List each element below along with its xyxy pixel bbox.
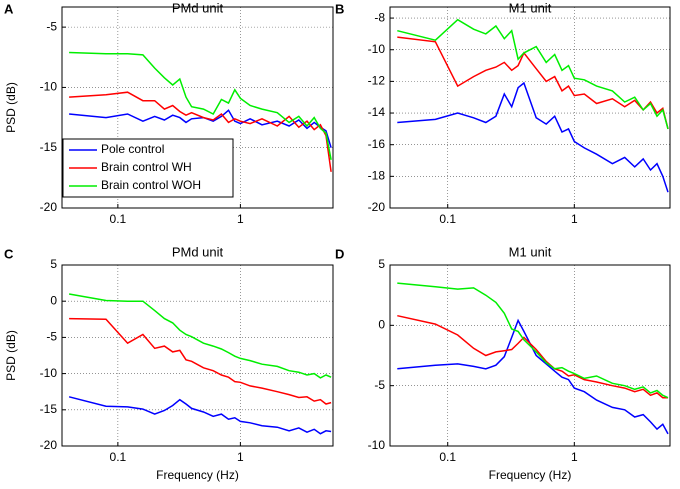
panel-label: A — [4, 1, 14, 16]
y-tick-label: 5 — [378, 257, 385, 271]
y-tick-label: -5 — [374, 378, 385, 392]
y-tick-label: -20 — [40, 200, 58, 214]
y-tick-label: -10 — [368, 42, 386, 56]
panel: -10 -5 0 5 0.1 1 M1 unit D Frequency (Hz) — [335, 244, 671, 482]
series-line — [397, 282, 669, 399]
panel-title: M1 unit — [509, 0, 552, 15]
series-line — [69, 91, 332, 172]
plot-area — [390, 7, 670, 208]
legend-label: Brain control WH — [101, 160, 192, 174]
y-tick-label: -18 — [368, 169, 386, 183]
series-line — [397, 318, 669, 435]
x-tick-label: 0.1 — [439, 212, 456, 226]
axes-frame — [389, 6, 671, 209]
y-tick-label: -14 — [368, 105, 386, 119]
legend-label: Pole control — [101, 142, 164, 156]
x-tick-label: 0.1 — [439, 450, 456, 464]
x-axis-label: Frequency (Hz) — [489, 468, 572, 482]
panel-title: M1 unit — [509, 244, 552, 259]
y-tick-label: -10 — [368, 438, 386, 452]
panel: -20 -18 -16 -14 -12 -10 -8 0.1 1 M1 unit B — [335, 0, 671, 226]
y-tick-label: -20 — [40, 438, 58, 452]
y-tick-label: -15 — [40, 402, 58, 416]
series-line — [68, 293, 332, 379]
x-tick-label: 0.1 — [110, 450, 127, 464]
panel: -20 -15 -10 -5 0.1 1 PMd unit A PSD (dB) Pole con… — [4, 0, 334, 226]
y-tick-label: 0 — [50, 293, 57, 307]
legend-box — [62, 138, 234, 198]
series-line — [397, 314, 668, 399]
y-tick-label: 0 — [378, 318, 385, 332]
series-line — [69, 109, 332, 148]
plot-area — [62, 265, 333, 446]
x-tick-label: 1 — [571, 450, 578, 464]
x-tick-label: 1 — [237, 212, 244, 226]
series-line — [397, 18, 669, 130]
y-tick-label: -20 — [368, 200, 386, 214]
plot-area — [390, 265, 670, 446]
panel-label: D — [335, 246, 344, 261]
series-line — [69, 317, 332, 405]
axes-frame — [389, 264, 671, 447]
panel-title: PMd unit — [172, 0, 224, 15]
x-tick-label: 0.1 — [110, 212, 127, 226]
panel-label: B — [335, 1, 344, 16]
y-tick-label: -5 — [46, 19, 57, 33]
x-axis-label: Frequency (Hz) — [156, 468, 239, 482]
y-axis-label: PSD (dB) — [4, 82, 18, 133]
y-tick-label: -5 — [46, 330, 57, 344]
legend-label: Brain control WOH — [101, 178, 201, 192]
series-line — [69, 51, 332, 160]
axes-frame — [61, 6, 334, 209]
y-tick-label: -8 — [374, 10, 385, 24]
y-tick-label: -16 — [368, 137, 386, 151]
series-line — [68, 396, 332, 435]
y-tick-label: -12 — [368, 74, 386, 88]
y-tick-label: -10 — [40, 80, 58, 94]
axes-frame — [61, 264, 334, 447]
series-line — [397, 81, 669, 193]
y-axis-label: PSD (dB) — [4, 330, 18, 381]
y-tick-label: -15 — [40, 140, 58, 154]
panel-title: PMd unit — [172, 244, 224, 259]
x-tick-label: 1 — [571, 212, 578, 226]
panel-label: C — [4, 246, 14, 261]
x-tick-label: 1 — [237, 450, 244, 464]
y-tick-label: 5 — [50, 257, 57, 271]
y-tick-label: -10 — [40, 366, 58, 380]
panel: -20 -15 -10 -5 0 5 0.1 1 PMd unit C PSD (dB) Freque… — [4, 244, 334, 482]
